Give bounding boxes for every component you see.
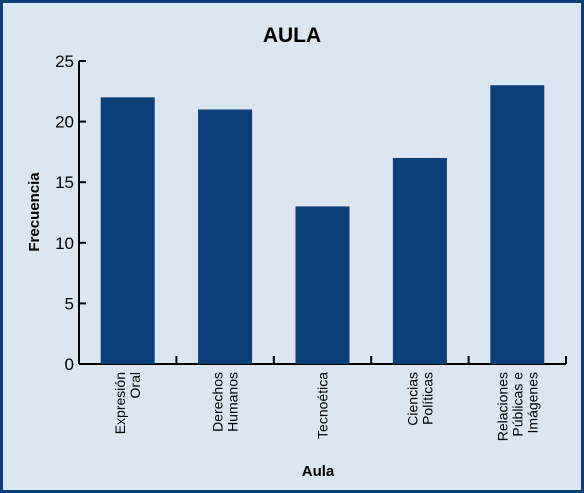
bar-2 — [295, 206, 350, 364]
y-axis-label: Frecuencia — [26, 172, 43, 252]
x-tick-label-4-2: Imágenes — [524, 372, 540, 433]
chart-title: AULA — [263, 24, 321, 47]
plot-area: 0 5 10 15 20 25 Expresión Oral Derechos Humanos Te… — [55, 52, 567, 441]
y-tick-label-0: 0 — [65, 355, 74, 374]
x-tick-label-0-0: Expresión — [112, 372, 128, 434]
x-tick-label-1-0: Derechos — [210, 372, 226, 432]
x-axis-label: Aula — [302, 463, 335, 480]
x-tick-label-4-1: Públicas e — [509, 372, 525, 437]
bar-0 — [100, 97, 155, 365]
bar-4 — [490, 85, 545, 365]
x-tick-label-2-0: Tecnoética — [315, 372, 331, 439]
x-tick-label-0-1: Oral — [127, 372, 143, 398]
y-tick-label-5: 5 — [65, 294, 74, 313]
y-tick-label-25: 25 — [55, 52, 74, 71]
x-tick-label-4-0: Relaciones — [494, 372, 510, 441]
y-tick-label-20: 20 — [55, 113, 74, 132]
x-tick-label-3-1: Políticas — [419, 372, 435, 425]
y-tick-label-15: 15 — [55, 173, 74, 192]
x-tick-label-3-0: Ciencias — [404, 372, 420, 426]
y-tick-label-10: 10 — [55, 234, 74, 253]
bar-1 — [198, 109, 253, 364]
bar-3 — [392, 157, 447, 364]
x-tick-label-1-1: Humanos — [225, 372, 241, 432]
